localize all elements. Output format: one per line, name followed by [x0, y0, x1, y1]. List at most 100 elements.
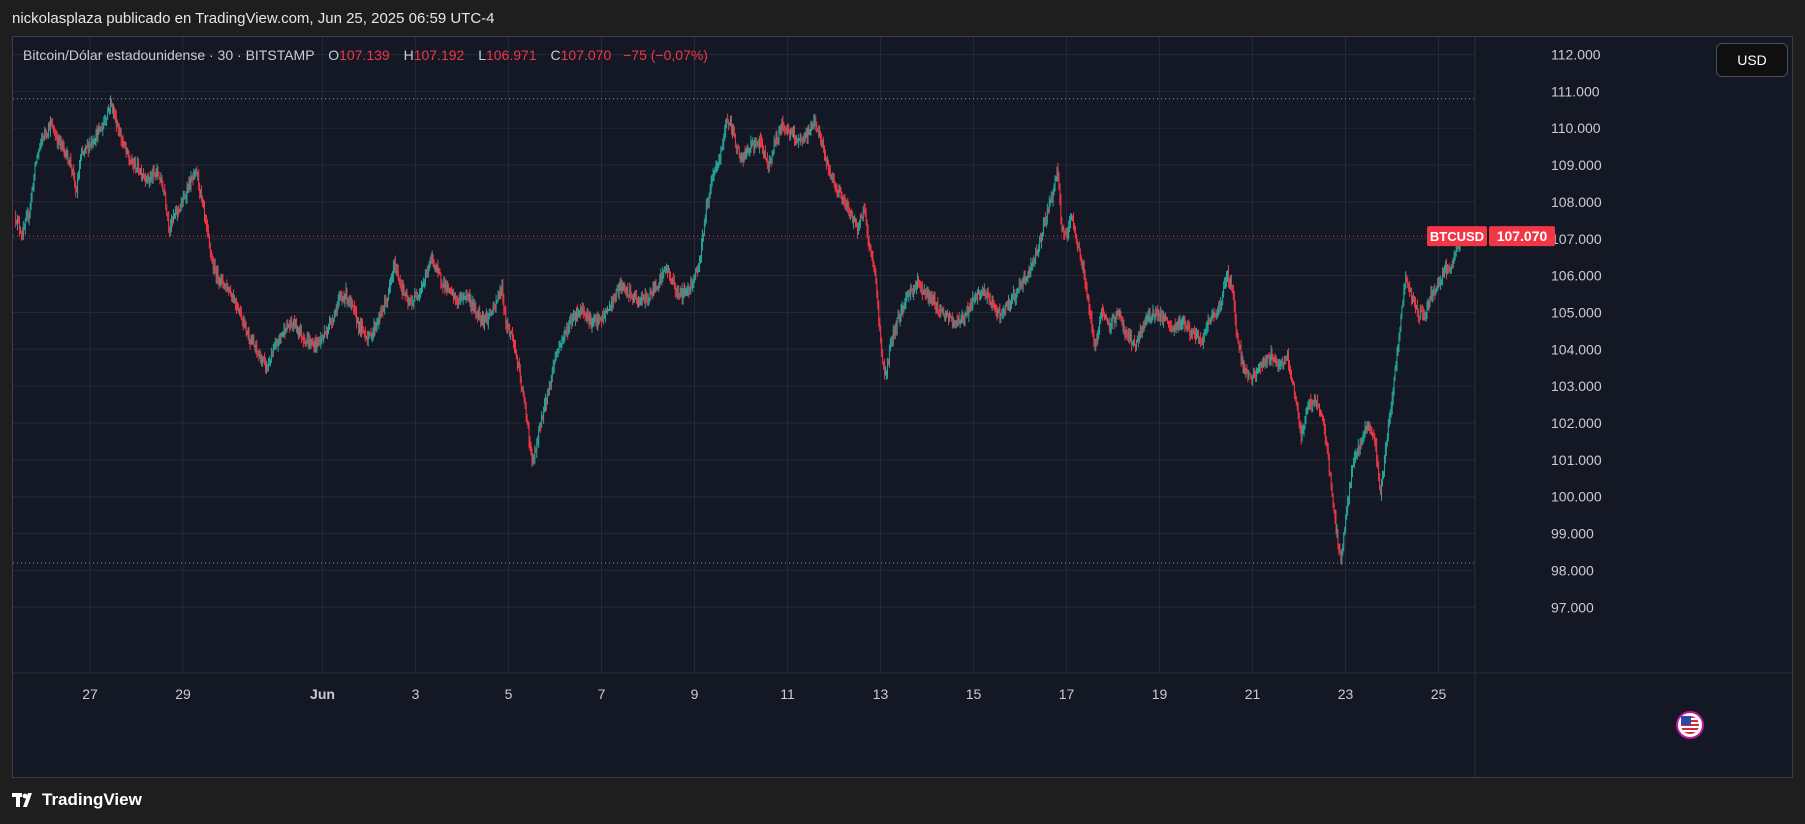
candle-body — [1029, 272, 1031, 275]
candle-body — [1031, 263, 1033, 265]
candle-body — [1283, 363, 1285, 365]
candle-body — [444, 281, 446, 289]
candle-body — [1106, 319, 1108, 324]
candle-body — [1186, 326, 1188, 329]
candle-body — [1117, 312, 1119, 314]
tradingview-logo[interactable]: TradingView — [12, 790, 142, 810]
candle-body — [849, 209, 851, 213]
candle-body — [889, 345, 891, 351]
candle-body — [393, 261, 395, 267]
candle-body — [1187, 325, 1189, 329]
candle-body — [1127, 333, 1129, 337]
currency-button[interactable]: USD — [1716, 43, 1788, 77]
candle-body — [636, 296, 637, 299]
candle-body — [1007, 303, 1008, 305]
candle-body — [500, 291, 502, 293]
candle-body — [954, 321, 956, 325]
candle-body — [1232, 288, 1234, 298]
candle-body — [1065, 232, 1067, 235]
candle-body — [744, 152, 746, 155]
candle-body — [674, 288, 676, 292]
candle-body — [938, 310, 940, 312]
candle-body — [1177, 324, 1179, 328]
candle-body — [368, 333, 370, 337]
candle-body — [830, 175, 832, 179]
candle-body — [342, 297, 344, 299]
candle-body — [49, 126, 50, 131]
candle-body — [960, 320, 962, 323]
y-tick-label: 105.000 — [1551, 304, 1602, 320]
candle-body — [1340, 551, 1342, 563]
candle-body — [999, 310, 1001, 319]
x-tick-label: 27 — [82, 686, 98, 702]
candle-body — [413, 301, 415, 303]
candle-body — [195, 170, 197, 172]
candle-body — [304, 341, 306, 344]
legend-open-label: O — [328, 47, 340, 63]
candle-body — [183, 196, 185, 198]
candle-body — [576, 311, 577, 319]
candle-body — [492, 305, 494, 312]
candle-body — [590, 315, 592, 326]
us-flag-icon[interactable] — [1676, 711, 1704, 739]
candle-body — [1069, 221, 1070, 226]
candle-body — [30, 196, 32, 207]
candle-body — [243, 322, 245, 326]
candle-body — [274, 343, 276, 348]
candle-body — [176, 209, 177, 215]
candle-body — [773, 141, 775, 153]
candle-body — [689, 289, 691, 292]
candle-body — [55, 135, 57, 139]
candle-body — [904, 305, 906, 308]
candle-body — [1051, 195, 1053, 200]
candle-body — [750, 142, 752, 150]
candle-body — [918, 279, 919, 282]
candle-body — [1084, 273, 1086, 283]
candle-body — [1455, 251, 1457, 254]
candle-body — [519, 369, 521, 381]
candle-body — [450, 288, 451, 290]
candle-body — [1290, 370, 1291, 374]
candle-body — [778, 130, 780, 140]
candle-body — [628, 295, 630, 297]
candle-body — [1261, 363, 1262, 367]
candle-body — [1390, 407, 1392, 411]
candle-body — [94, 140, 96, 142]
candle-body — [742, 156, 744, 162]
candle-body — [357, 320, 358, 323]
candle-body — [545, 398, 546, 405]
candle-body — [899, 316, 901, 320]
candle-body — [1407, 280, 1409, 285]
candle-body — [1320, 409, 1321, 413]
chart-area[interactable]: 97.000 98.000 99.000 100.000 101.000 102.000 1… — [12, 36, 1793, 778]
candle-body — [210, 252, 212, 259]
candle-body — [843, 198, 845, 200]
candle-body — [378, 315, 380, 325]
footer-brand: TradingView — [42, 790, 142, 809]
candle-body — [1416, 305, 1418, 314]
candle-body — [309, 339, 311, 346]
candle-body — [388, 289, 389, 299]
candle-body — [1454, 253, 1456, 257]
candle-body — [799, 137, 801, 140]
candlestick-chart[interactable]: 97.00098.00099.000100.000101.000102.0001… — [13, 37, 1792, 777]
candle-body — [1081, 260, 1083, 269]
candle-body — [1035, 251, 1037, 259]
candle-body — [716, 165, 718, 167]
candle-body — [454, 294, 455, 299]
candle-body — [1234, 307, 1236, 319]
candle-body — [1215, 315, 1217, 317]
candle-body — [612, 296, 614, 307]
candle-body — [1150, 318, 1152, 321]
candle-body — [579, 311, 580, 315]
candle-body — [979, 291, 980, 296]
candle-body — [850, 211, 852, 213]
candle-body — [1301, 431, 1303, 438]
candle-body — [404, 294, 406, 296]
candle-body — [924, 289, 926, 293]
candle-body — [432, 255, 434, 262]
candle-body — [178, 209, 180, 211]
candle-body — [375, 325, 377, 330]
y-tick-label: 100.000 — [1551, 489, 1602, 505]
candle-body — [738, 147, 740, 156]
